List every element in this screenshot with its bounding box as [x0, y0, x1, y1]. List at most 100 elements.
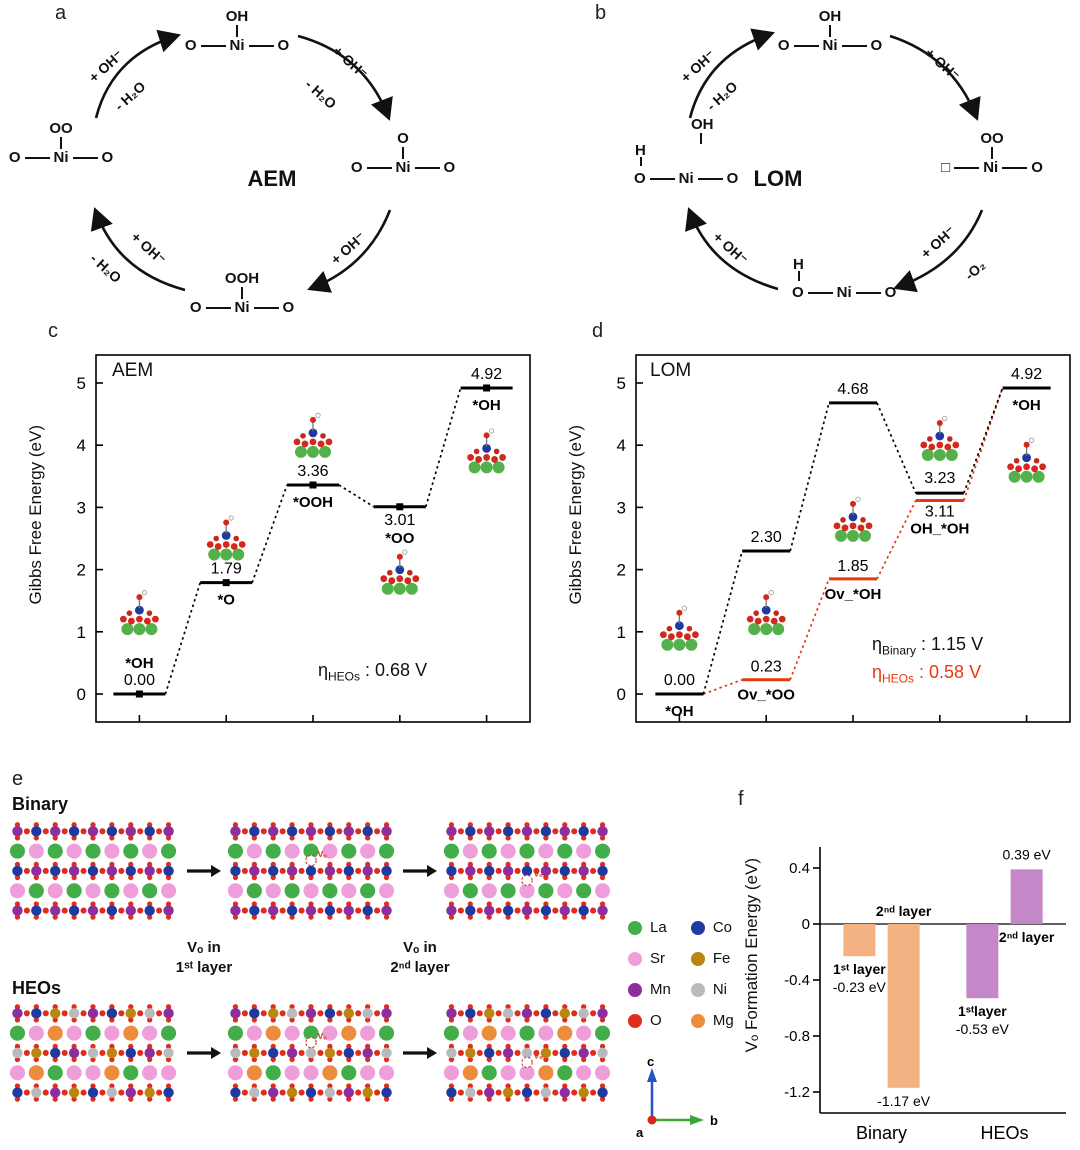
svg-text:-1.17 eV: -1.17 eV [877, 1093, 931, 1109]
lom-cycle-title: LOM [753, 166, 803, 191]
legend-label: Mg [712, 1012, 734, 1029]
panel-label-e: e [12, 768, 24, 790]
legend-label: Co [712, 919, 733, 936]
svg-text:-0.23 eV: -0.23 eV [833, 979, 887, 995]
svg-text:Vₒ: Vₒ [534, 869, 544, 879]
species-lom-top: OH O Ni O [777, 8, 883, 54]
svg-text:Vₒ: Vₒ [318, 849, 328, 859]
arrow-right-icon [187, 865, 221, 877]
panel-label-f: f [738, 788, 744, 810]
svg-text:3.11: 3.11 [925, 504, 955, 521]
svg-text:Ov_*OH: Ov_*OH [825, 586, 882, 603]
svg-text:3.36: 3.36 [297, 463, 328, 480]
lom-chart-title: LOM [650, 360, 692, 381]
axis-a-label: a [636, 1125, 644, 1140]
svg-text:5: 5 [77, 374, 86, 393]
svg-text:-0.53 eV: -0.53 eV [956, 1021, 1010, 1037]
svg-text:1.79: 1.79 [211, 561, 242, 578]
svg-text:*OOH: *OOH [293, 494, 333, 511]
svg-text:5: 5 [617, 374, 626, 393]
ni-atom-icon [690, 982, 705, 997]
svg-text:4: 4 [77, 436, 86, 455]
arrow-right-icon [403, 1047, 437, 1059]
svg-text:4: 4 [617, 436, 626, 455]
lom-energy-chart: 0 1 2 3 4 5 0.00 *OH 2.30 0.23 Ov_*OO 4.68 1.85 Ov_*O… [617, 354, 1071, 723]
legend-label: O [650, 1012, 662, 1029]
legend-label: Ni [712, 981, 728, 998]
svg-text:-0.4: -0.4 [784, 972, 810, 989]
svg-text:2ⁿᵈ layer: 2ⁿᵈ layer [999, 929, 1055, 945]
lom-overpotential-binary: ηBinary : 1.15 V [872, 634, 984, 658]
mn-atom-icon [628, 982, 642, 997]
mg-atom-icon [690, 1013, 705, 1028]
svg-text:1: 1 [617, 623, 626, 642]
species-aem-top: OH O Ni O [184, 8, 290, 54]
svg-text:3.23: 3.23 [924, 470, 955, 487]
species-aem-left: OO O Ni O [8, 120, 114, 166]
svg-text:0: 0 [617, 685, 626, 704]
crystal-heos-vo-layer2: Vₒ [443, 1004, 611, 1102]
svg-text:4.92: 4.92 [1011, 366, 1042, 383]
o-atom-icon [628, 1013, 642, 1028]
svg-text:-1.2: -1.2 [784, 1084, 810, 1101]
species-lom-right-vacancy: OO □ Ni O [941, 130, 1043, 176]
vo-bar-chart: 0.4 0 -0.4 -0.8 -1.2 1ˢᵗ layer -0.23 eV 2ⁿᵈ lay… [784, 846, 1066, 1143]
vo-layer1-label: Vₒ in 1ˢᵗ layer [175, 939, 233, 977]
svg-text:*OH: *OH [125, 655, 153, 672]
svg-text:1: 1 [77, 623, 86, 642]
co-atom-icon [690, 920, 705, 935]
svg-text:3: 3 [77, 498, 86, 517]
legend-item-co: Co [690, 912, 734, 943]
legend-item-la: La [628, 912, 671, 943]
svg-text:1.85: 1.85 [837, 558, 868, 575]
binary-heading: Binary [12, 794, 69, 814]
svg-text:2ⁿᵈ layer: 2ⁿᵈ layer [876, 903, 932, 919]
crystal-axes-icon: c b a [636, 1056, 718, 1140]
panel-label-a: a [55, 2, 67, 24]
crystal-binary-vo-layer2: Vₒ [443, 822, 611, 920]
legend-item-o: O [628, 1005, 671, 1036]
svg-text:4.92: 4.92 [471, 366, 502, 383]
svg-text:0.39 eV: 0.39 eV [1003, 846, 1052, 862]
legend-item-mn: Mn [628, 974, 671, 1005]
aem-overpotential: ηHEOs : 0.68 V [318, 660, 428, 684]
aem-energy-chart: 012345*OH0.001.79*O3.36*OOH3.01*OO4.92*O… [77, 354, 531, 723]
legend-item-fe: Fe [690, 943, 734, 974]
crystal-heos-pristine [9, 1004, 177, 1102]
panel-b-lom-cycle: b LOM OH O Ni O OO □ Ni O H O Ni O OH H O Ni O [540, 0, 1080, 345]
species-aem-bottom: OOH O Ni O [189, 270, 295, 316]
svg-text:4.68: 4.68 [837, 381, 868, 398]
svg-text:*OH: *OH [1012, 397, 1040, 414]
svg-text:*O: *O [217, 592, 235, 609]
atom-legend: La Sr Mn O Co Fe Ni Mg [628, 912, 734, 1036]
svg-text:OH_*OH: OH_*OH [910, 521, 969, 538]
svg-text:3.01: 3.01 [384, 512, 415, 529]
svg-text:0.4: 0.4 [789, 860, 810, 877]
vo-layer2-label: Vₒ in 2ⁿᵈ layer [390, 939, 450, 977]
svg-text:-0.8: -0.8 [784, 1028, 810, 1045]
lom-cycle-arrows [685, 28, 984, 293]
species-aem-right: O O Ni O [350, 130, 456, 176]
svg-text:*OH: *OH [665, 703, 693, 720]
svg-text:Vₒ: Vₒ [318, 1031, 328, 1041]
panel-label-c: c [48, 320, 58, 342]
heos-heading: HEOs [12, 978, 62, 998]
fe-atom-icon [690, 951, 705, 966]
svg-text:Binary: Binary [856, 1123, 907, 1143]
arrow-right-icon [403, 865, 437, 877]
species-lom-bottom: H O Ni O [792, 256, 897, 301]
lom-overpotential-heos: ηHEOs : 0.58 V [872, 662, 982, 686]
legend-label: La [650, 919, 667, 936]
la-atom-icon [628, 920, 642, 935]
sr-atom-icon [628, 951, 642, 966]
svg-text:Ov_*OO: Ov_*OO [737, 687, 795, 704]
svg-text:1ˢᵗ layer: 1ˢᵗ layer [833, 961, 886, 977]
legend-item-sr: Sr [628, 943, 671, 974]
aem-cycle-title: AEM [247, 166, 297, 191]
axis-c-label: c [647, 1056, 654, 1069]
panel-label-b: b [595, 2, 607, 24]
vo-y-axis-label: Vₒ Formation Energy (eV) [742, 858, 761, 1053]
species-lom-left: OH H O Ni O [634, 116, 739, 187]
svg-text:1ˢᵗlayer: 1ˢᵗlayer [958, 1003, 1007, 1019]
